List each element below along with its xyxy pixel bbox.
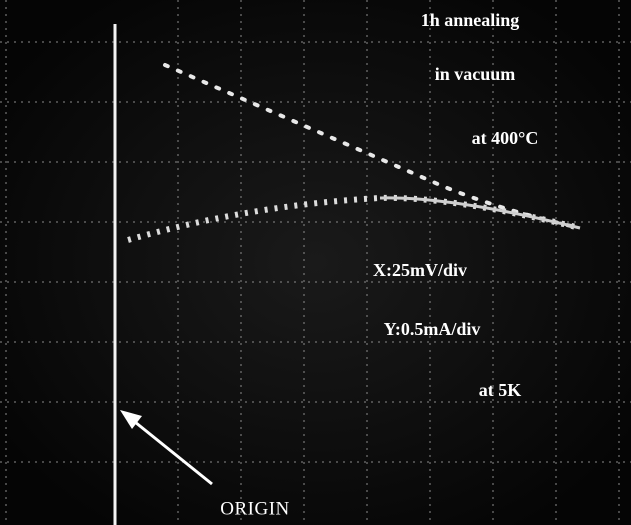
condition-text: in vacuum — [435, 64, 516, 84]
arrow-head — [120, 410, 142, 429]
scale-text: Y:0.5mA/div — [384, 319, 481, 339]
scale-text: at 5K — [479, 380, 522, 400]
condition-text: 1h annealing — [421, 10, 520, 30]
scale-text: X:25mV/div — [373, 260, 467, 280]
condition-text: at 400°C — [472, 128, 539, 148]
trace-merge — [379, 196, 581, 230]
upper-trace — [163, 63, 582, 230]
arrow-shaft — [129, 416, 213, 486]
origin-label: ORIGIN — [220, 498, 290, 519]
